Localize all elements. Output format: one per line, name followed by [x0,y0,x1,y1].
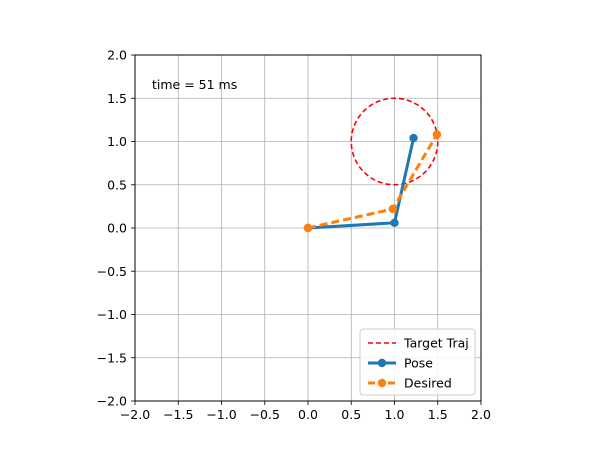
x-tick-label: −1.0 [206,407,236,422]
x-tick-label: 1.0 [385,407,405,422]
x-tick-label: 0.5 [341,407,361,422]
pose-point [390,218,399,228]
desired-point [388,204,397,214]
y-tick-label: −2.0 [97,394,127,409]
x-tick-label: −0.5 [250,407,280,422]
axis-ticks: −2.0 −1.5 −1.0 −0.5 0.0 0.5 1.0 1.5 2.0−2.0−1.5−… [97,48,491,423]
legend: Target Traj Pose Desired [359,328,476,396]
y-tick-label: 0.5 [107,177,127,192]
legend-desired-marker [377,378,387,388]
plot-series [303,97,442,233]
x-tick-label: −2.0 [120,407,150,422]
desired-point [303,223,313,233]
x-tick-label: −1.5 [163,407,193,422]
y-tick-label: 0.0 [107,221,127,236]
desired-point [432,130,442,139]
legend-box [359,328,476,396]
legend-pose-label: Pose [404,356,433,371]
x-tick-label: 0.0 [298,407,318,422]
legend-desired-label: Desired [404,376,452,391]
y-tick-label: 1.0 [107,134,127,149]
y-tick-label: −0.5 [97,264,127,279]
time-annotation: time = 51 ms [152,77,237,92]
y-tick-label: −1.0 [97,307,127,322]
y-tick-label: 2.0 [107,48,127,63]
y-tick-label: 1.5 [107,91,127,106]
pose-point [409,133,418,143]
y-tick-label: −1.5 [97,350,127,365]
target-traj-circle [350,97,439,186]
x-tick-label: 1.5 [428,407,448,422]
legend-pose-marker [377,358,387,368]
legend-target-traj-label: Target Traj [403,336,469,351]
x-tick-label: 2.0 [471,407,491,422]
